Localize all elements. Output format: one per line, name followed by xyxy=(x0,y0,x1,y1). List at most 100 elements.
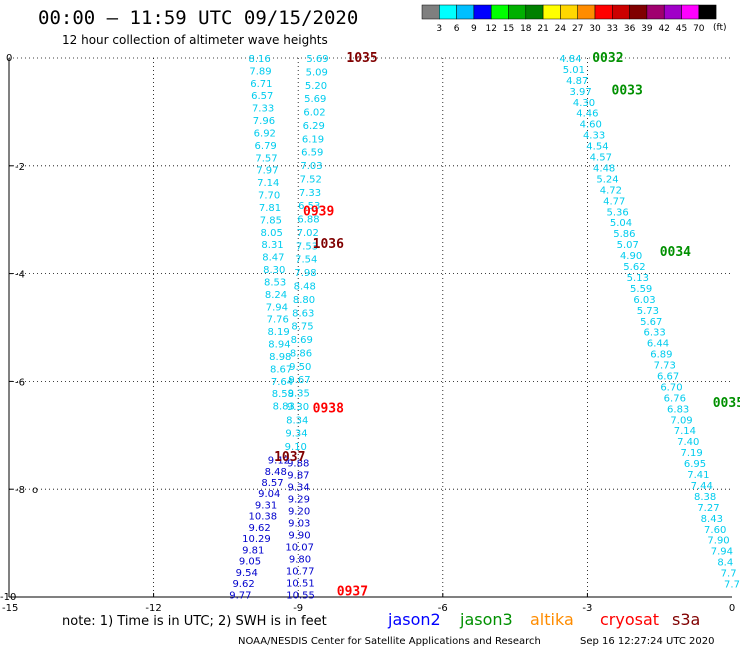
y-tick-label: -8 xyxy=(15,485,25,496)
pass-time-label: 0939 xyxy=(303,205,334,220)
swh-value: 9.05 xyxy=(239,557,261,568)
swh-value: 7.44 xyxy=(691,481,713,492)
swh-colorbar: 3 6 9 12 15 18 21 24 27 30 33 36 39 42 45 70 xyxy=(421,4,717,34)
footer-timestamp: Sep 16 12:27:24 UTC 2020 xyxy=(580,636,714,647)
swh-value: 9.03 xyxy=(288,518,310,529)
swh-value: 6.33 xyxy=(643,328,665,339)
swh-value: 10.77 xyxy=(286,566,315,577)
colorbar-label: 42 xyxy=(658,24,669,34)
swh-value: 9.31 xyxy=(255,500,277,511)
colorbar-label: 6 xyxy=(454,24,460,34)
pass-time-label: 0034 xyxy=(660,245,691,260)
swh-value: 10.07 xyxy=(285,542,314,553)
swh-value: 7.70 xyxy=(258,191,280,202)
swh-value: 7.54 xyxy=(295,255,317,266)
swh-value: 5.36 xyxy=(606,207,628,218)
swh-value: 7.52 xyxy=(300,174,322,185)
swh-value: 10.29 xyxy=(242,534,271,545)
pass-time-label: 1037 xyxy=(274,450,305,465)
swh-value: 7.33 xyxy=(299,188,321,199)
swh-value: 9.54 xyxy=(236,568,258,579)
swh-value: 7.40 xyxy=(677,437,699,448)
swh-value: 6.71 xyxy=(250,79,272,90)
swh-value: 5.20 xyxy=(305,81,327,92)
x-tick-label: 0 xyxy=(729,603,735,614)
colorbar-label: 36 xyxy=(624,24,636,34)
swh-value: 9.87 xyxy=(287,470,309,481)
legend-jason3: jason3 xyxy=(459,610,513,629)
colorbar-label: 12 xyxy=(485,24,496,34)
swh-value: 7.7 xyxy=(721,569,737,580)
swh-value: 6.70 xyxy=(660,382,682,393)
swh-value: 6.76 xyxy=(664,393,686,404)
pass-time-label: 1036 xyxy=(313,237,344,252)
swh-value: 8.98 xyxy=(269,352,291,363)
swh-value: 4.46 xyxy=(576,109,598,120)
swh-value: 4.84 xyxy=(559,54,581,65)
swh-value: 9.50 xyxy=(289,362,311,373)
colorbar-swatch xyxy=(439,4,457,20)
swh-value: 8.48 xyxy=(294,281,316,292)
swh-value: 4.87 xyxy=(566,76,588,87)
colorbar-swatch xyxy=(421,4,440,20)
swh-value: 8.63 xyxy=(292,308,314,319)
chart-axes xyxy=(8,58,732,598)
swh-value: 9.35 xyxy=(288,389,310,400)
colorbar-label: 21 xyxy=(537,24,548,34)
colorbar-label: 15 xyxy=(503,24,514,34)
swh-value: 8.30 xyxy=(263,265,285,276)
swh-value: 9.10 xyxy=(285,442,307,453)
swh-value: 8.80 xyxy=(293,295,315,306)
swh-value: 7.64 xyxy=(271,377,293,388)
swh-value: 6.59 xyxy=(301,148,323,159)
swh-value: 5.24 xyxy=(596,174,618,185)
colorbar-swatch xyxy=(612,4,630,20)
swh-value: 5.13 xyxy=(627,273,649,284)
swh-value: 7.7 xyxy=(724,580,740,591)
swh-value: 8.4 xyxy=(717,558,733,569)
swh-value: 4.77 xyxy=(603,196,625,207)
colorbar-swatch xyxy=(560,4,578,20)
swh-value: 6.88 xyxy=(297,215,319,226)
footer-credit: NOAA/NESDIS Center for Satellite Applica… xyxy=(238,636,541,647)
swh-value: 6.29 xyxy=(303,121,325,132)
swh-value: 4.72 xyxy=(600,185,622,196)
swh-value: 4.90 xyxy=(620,251,642,262)
swh-value: 7.96 xyxy=(253,116,275,127)
y-tick-label: -6 xyxy=(15,377,25,388)
swh-value: 7.60 xyxy=(704,525,726,536)
colorbar-swatch xyxy=(646,4,665,20)
swh-value: 4.30 xyxy=(573,98,595,109)
swh-value: 9.04 xyxy=(258,489,280,500)
swh-value: 6.53 xyxy=(298,201,320,212)
swh-value: 6.83 xyxy=(667,404,689,415)
colorbar-swatch xyxy=(456,4,475,20)
swh-value: 7.98 xyxy=(294,268,316,279)
swh-value: 7.27 xyxy=(697,503,719,514)
swh-value: 5.62 xyxy=(623,262,645,273)
colorbar-swatch xyxy=(629,4,648,20)
swh-value: 5.69 xyxy=(304,94,326,105)
pass-time-labels: 1035 0939 1036 0938 1037 0937 0032 0033 0034 0035 xyxy=(274,51,740,600)
swh-value: 8.05 xyxy=(261,228,283,239)
swh-value: 10.38 xyxy=(249,512,278,523)
swh-value: 9.30 xyxy=(287,402,309,413)
swh-value: 7.41 xyxy=(687,470,709,481)
swh-value: 8.43 xyxy=(701,514,723,525)
colorbar-swatch xyxy=(663,4,682,20)
pass-time-label: 0035 xyxy=(713,396,740,411)
y-tick-label: -2 xyxy=(15,162,25,173)
swh-value: 8.67 xyxy=(270,364,292,375)
colorbar-swatch xyxy=(577,4,596,20)
colorbar-swatch xyxy=(698,4,717,20)
colorbar-label: 27 xyxy=(572,24,583,34)
swh-value: 7.14 xyxy=(674,426,696,437)
swh-value: 8.48 xyxy=(265,467,287,478)
y-tick-label: -4 xyxy=(15,270,25,281)
swh-value: 6.02 xyxy=(303,108,325,119)
swh-value: 8.24 xyxy=(265,290,287,301)
swh-value: 7.73 xyxy=(654,361,676,372)
colorbar-label: 70 xyxy=(693,24,705,34)
legend-altika: altika xyxy=(530,610,574,629)
